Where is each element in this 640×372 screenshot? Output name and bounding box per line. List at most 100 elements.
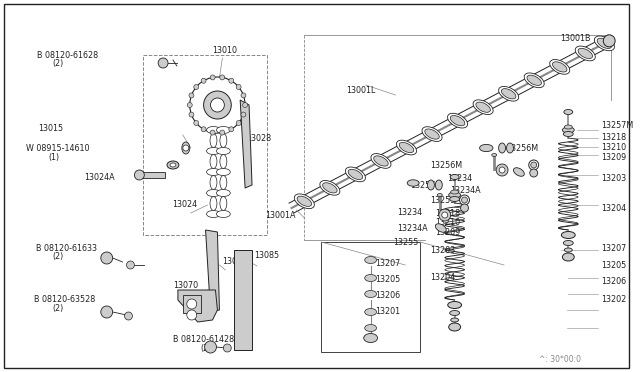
Ellipse shape bbox=[399, 142, 413, 153]
Circle shape bbox=[210, 75, 215, 80]
Text: 13205: 13205 bbox=[601, 260, 626, 269]
Ellipse shape bbox=[437, 193, 442, 196]
Text: 13201: 13201 bbox=[376, 308, 401, 317]
Ellipse shape bbox=[220, 176, 227, 189]
Text: 13234A: 13234A bbox=[450, 186, 481, 195]
Ellipse shape bbox=[216, 148, 230, 154]
Text: 13202: 13202 bbox=[601, 295, 626, 305]
Circle shape bbox=[499, 167, 505, 173]
Text: 13206: 13206 bbox=[376, 292, 401, 301]
Circle shape bbox=[241, 112, 246, 117]
Text: (1): (1) bbox=[49, 153, 60, 161]
Circle shape bbox=[187, 299, 196, 309]
Text: 13024: 13024 bbox=[172, 199, 197, 208]
Ellipse shape bbox=[564, 125, 572, 129]
Ellipse shape bbox=[365, 324, 376, 331]
Circle shape bbox=[236, 84, 241, 90]
Text: 13015: 13015 bbox=[38, 124, 63, 132]
Text: 13234A: 13234A bbox=[397, 224, 428, 232]
Circle shape bbox=[461, 204, 468, 212]
Ellipse shape bbox=[220, 196, 227, 211]
Ellipse shape bbox=[561, 231, 575, 238]
Ellipse shape bbox=[435, 224, 446, 232]
Text: 13218: 13218 bbox=[435, 208, 460, 218]
Ellipse shape bbox=[323, 183, 337, 193]
Ellipse shape bbox=[479, 144, 493, 152]
Circle shape bbox=[201, 127, 206, 132]
Text: 13086: 13086 bbox=[222, 257, 248, 266]
Ellipse shape bbox=[167, 161, 179, 169]
Ellipse shape bbox=[451, 190, 459, 194]
Bar bbox=[183, 295, 200, 313]
Circle shape bbox=[183, 145, 189, 151]
Ellipse shape bbox=[207, 211, 220, 218]
Circle shape bbox=[531, 162, 537, 168]
Text: ^: 30*00:0: ^: 30*00:0 bbox=[539, 356, 580, 365]
Bar bbox=[321, 242, 420, 352]
Ellipse shape bbox=[216, 126, 230, 134]
Circle shape bbox=[134, 170, 144, 180]
Ellipse shape bbox=[564, 248, 572, 252]
Ellipse shape bbox=[216, 169, 230, 176]
Ellipse shape bbox=[564, 109, 573, 115]
Ellipse shape bbox=[578, 48, 593, 58]
Circle shape bbox=[194, 84, 198, 90]
Text: 13028: 13028 bbox=[246, 134, 271, 142]
Ellipse shape bbox=[297, 196, 312, 206]
Ellipse shape bbox=[210, 196, 217, 211]
Text: 13207: 13207 bbox=[601, 244, 626, 253]
Text: B 08120-61428: B 08120-61428 bbox=[173, 336, 234, 344]
Ellipse shape bbox=[396, 140, 417, 155]
Ellipse shape bbox=[210, 134, 217, 148]
Text: 13256M: 13256M bbox=[506, 144, 538, 153]
Text: 13234: 13234 bbox=[397, 208, 422, 217]
Circle shape bbox=[189, 93, 194, 98]
Text: B 08120-61628: B 08120-61628 bbox=[36, 51, 98, 60]
Ellipse shape bbox=[499, 86, 518, 101]
Ellipse shape bbox=[210, 176, 217, 189]
Text: 13210: 13210 bbox=[435, 218, 460, 227]
Ellipse shape bbox=[182, 142, 190, 154]
Text: (2): (2) bbox=[52, 305, 63, 314]
Ellipse shape bbox=[364, 334, 378, 343]
Ellipse shape bbox=[595, 36, 614, 51]
Text: (2): (2) bbox=[52, 253, 63, 262]
Circle shape bbox=[125, 312, 132, 320]
Text: 13210: 13210 bbox=[601, 142, 626, 151]
Text: 13206: 13206 bbox=[601, 278, 626, 286]
Circle shape bbox=[229, 78, 234, 83]
Polygon shape bbox=[205, 230, 220, 312]
Circle shape bbox=[460, 195, 470, 205]
Circle shape bbox=[243, 103, 248, 108]
Text: 13203: 13203 bbox=[601, 173, 626, 183]
Ellipse shape bbox=[435, 180, 442, 190]
Text: B 08120-61633: B 08120-61633 bbox=[36, 244, 97, 253]
Ellipse shape bbox=[365, 275, 376, 282]
Text: 13255: 13255 bbox=[394, 237, 419, 247]
Ellipse shape bbox=[216, 189, 230, 196]
Ellipse shape bbox=[348, 169, 363, 180]
Ellipse shape bbox=[428, 180, 435, 190]
Text: 13255: 13255 bbox=[430, 196, 455, 205]
Ellipse shape bbox=[575, 46, 595, 61]
Ellipse shape bbox=[597, 38, 612, 48]
Circle shape bbox=[461, 197, 467, 203]
Text: 13024A: 13024A bbox=[84, 173, 115, 182]
Ellipse shape bbox=[563, 131, 573, 137]
Ellipse shape bbox=[563, 127, 574, 133]
Circle shape bbox=[241, 93, 246, 98]
Text: W 08915-14610: W 08915-14610 bbox=[26, 144, 89, 153]
Circle shape bbox=[220, 75, 225, 80]
Ellipse shape bbox=[207, 169, 220, 176]
Bar bbox=[141, 172, 165, 178]
Text: 13205: 13205 bbox=[376, 276, 401, 285]
Ellipse shape bbox=[365, 308, 376, 315]
Circle shape bbox=[220, 130, 225, 135]
Ellipse shape bbox=[216, 211, 230, 218]
Text: 13085: 13085 bbox=[254, 250, 279, 260]
Circle shape bbox=[223, 344, 231, 352]
Text: 13001L: 13001L bbox=[346, 86, 375, 94]
Ellipse shape bbox=[207, 148, 220, 154]
Text: 13234: 13234 bbox=[447, 173, 472, 183]
Ellipse shape bbox=[374, 156, 388, 166]
